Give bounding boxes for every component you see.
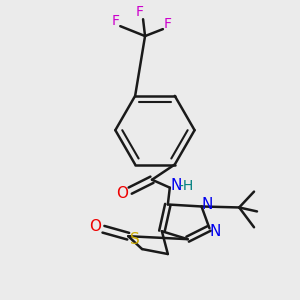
Text: N: N <box>170 178 182 193</box>
Text: N: N <box>202 197 213 212</box>
Text: O: O <box>89 219 101 234</box>
Text: -H: -H <box>178 179 193 193</box>
Text: S: S <box>130 232 140 247</box>
Text: O: O <box>116 186 128 201</box>
Text: N: N <box>210 224 221 239</box>
Text: F: F <box>164 17 172 31</box>
Text: F: F <box>136 5 144 19</box>
Text: F: F <box>111 14 119 28</box>
